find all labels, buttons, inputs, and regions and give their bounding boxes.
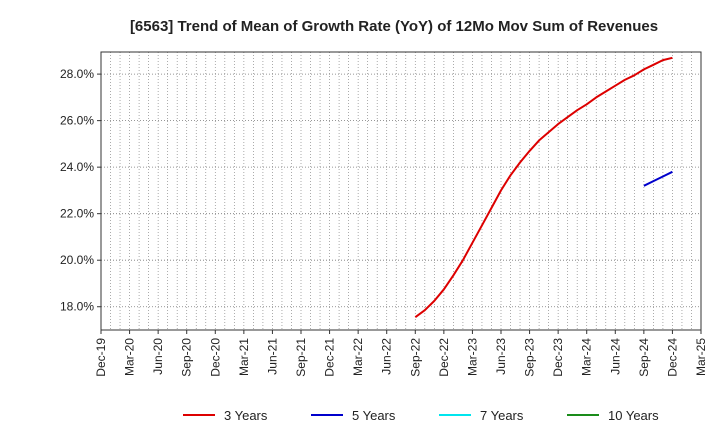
- x-tick-label: Sep-21: [294, 338, 308, 377]
- plot-area: [100, 51, 702, 331]
- x-tick-label: Jun-23: [494, 338, 508, 375]
- y-tick-label: 22.0%: [60, 207, 94, 221]
- grid: [101, 52, 701, 330]
- x-tick-label: Dec-24: [665, 338, 679, 377]
- legend-label: 3 Years: [224, 408, 268, 423]
- x-axis: Dec-19 Mar-20 Jun-20 Sep-20 Dec-20 Mar-21 Jun-…: [94, 330, 708, 377]
- x-tick-label: Jun-20: [151, 338, 165, 375]
- x-tick-label: Jun-24: [608, 338, 622, 375]
- y-tick-label: 20.0%: [60, 253, 94, 267]
- y-tick-label: 26.0%: [60, 114, 94, 128]
- legend: 3 Years 5 Years 7 Years 10 Years: [183, 408, 659, 423]
- x-tick-label: Jun-21: [265, 338, 279, 375]
- x-tick-label: Jun-22: [380, 338, 394, 375]
- y-axis: 18.0% 20.0% 22.0% 24.0% 26.0% 28.0%: [60, 67, 101, 314]
- x-tick-label: Mar-22: [351, 338, 365, 376]
- x-tick-label: Dec-21: [323, 338, 337, 377]
- x-tick-label: Dec-23: [551, 338, 565, 377]
- chart-title: [6563] Trend of Mean of Growth Rate (YoY…: [130, 18, 658, 35]
- x-tick-label: Mar-24: [580, 338, 594, 376]
- legend-label: 5 Years: [352, 408, 396, 423]
- x-tick-label: Mar-23: [465, 338, 479, 376]
- x-tick-label: Sep-23: [523, 338, 537, 377]
- x-tick-label: Dec-19: [94, 338, 108, 377]
- x-tick-label: Dec-22: [437, 338, 451, 377]
- series-line-3-years: [414, 56, 673, 319]
- x-tick-label: Sep-20: [180, 338, 194, 377]
- series-group: [414, 56, 673, 319]
- y-tick-label: 18.0%: [60, 300, 94, 314]
- y-tick-label: 24.0%: [60, 160, 94, 174]
- y-tick-label: 28.0%: [60, 67, 94, 81]
- legend-label: 7 Years: [480, 408, 524, 423]
- series-line-5-years: [643, 170, 673, 187]
- legend-label: 10 Years: [608, 408, 659, 423]
- x-tick-label: Mar-25: [694, 338, 708, 376]
- x-tick-label: Sep-24: [637, 338, 651, 377]
- x-tick-label: Sep-22: [408, 338, 422, 377]
- x-tick-label: Dec-20: [208, 338, 222, 377]
- x-tick-label: Mar-20: [123, 338, 137, 376]
- x-tick-label: Mar-21: [237, 338, 251, 376]
